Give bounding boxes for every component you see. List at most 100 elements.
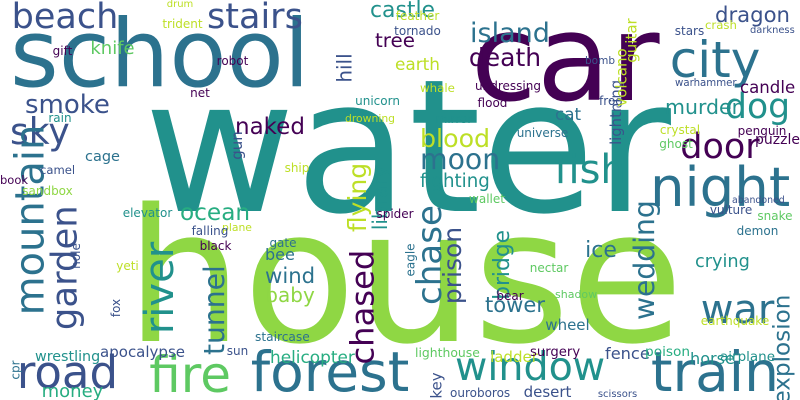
word-naked: naked <box>235 113 305 140</box>
word-door: door <box>680 127 760 167</box>
word-cat: cat <box>555 103 582 124</box>
word-elevator: elevator <box>122 206 173 220</box>
word-tree: tree <box>375 29 416 53</box>
word-guitar: guitar <box>623 17 642 63</box>
word-stars: stars <box>674 24 705 38</box>
word-prison: prison <box>438 226 468 304</box>
word-city: city <box>669 31 761 89</box>
word-black: black <box>199 239 232 253</box>
word-horse: horse <box>690 348 735 368</box>
word-undressing: undressing <box>475 79 541 93</box>
word-net: net <box>190 86 210 100</box>
word-poison: poison <box>645 343 691 360</box>
word-tunnel: tunnel <box>197 265 231 355</box>
word-wrestling: wrestling <box>35 349 101 366</box>
word-earth: earth <box>395 53 441 74</box>
word-castle: castle <box>370 0 435 24</box>
word-eagle: eagle <box>403 242 418 277</box>
word-frog: frog <box>599 94 623 108</box>
word-desert: desert <box>523 383 572 400</box>
word-key: key <box>428 371 447 399</box>
word-rain: rain <box>48 111 72 125</box>
word-lighthouse: lighthouse <box>415 345 480 361</box>
word-bee: bee <box>265 244 295 264</box>
word-sky: sky <box>10 111 70 154</box>
word-falling: falling <box>191 224 229 238</box>
word-hole: hole <box>68 242 83 269</box>
word-explosion: explosion <box>768 295 795 400</box>
word-drowning: drowning <box>345 111 396 125</box>
word-dragon: dragon <box>715 2 790 28</box>
word-abandoned: abandoned <box>732 195 785 207</box>
word-crystal: crystal <box>659 123 701 137</box>
word-trident: trident <box>162 17 203 31</box>
word-fish: fish <box>554 147 626 193</box>
word-wallet: wallet <box>469 192 505 206</box>
word-apocalypse: apocalypse <box>100 343 185 361</box>
word-moon: moon <box>420 142 501 176</box>
word-mirror: mirror <box>435 112 473 126</box>
word-crash: crash <box>705 18 737 33</box>
word-airplane: airplane <box>720 348 776 365</box>
word-feather: feather <box>395 9 440 23</box>
word-fighting: fighting <box>420 170 490 192</box>
word-sandbox: sandbox <box>22 184 73 198</box>
word-death: death <box>468 43 542 72</box>
word-candle: candle <box>740 77 796 97</box>
word-stairs: stairs <box>207 0 303 37</box>
word-money: money <box>41 381 104 400</box>
word-darkness: darkness <box>750 25 795 37</box>
word-river: river <box>136 241 183 334</box>
word-house: house <box>125 169 684 385</box>
word-ouroboros: ouroboros <box>450 385 511 400</box>
word-tornado: tornado <box>394 24 441 38</box>
word-plane: plane <box>222 220 252 234</box>
word-dog: dog <box>725 87 791 128</box>
word-earthquake: earthquake <box>700 314 770 328</box>
word-fire: fire <box>149 346 231 400</box>
word-nectar: nectar <box>529 261 569 275</box>
word-puzzle: puzzle <box>755 131 800 148</box>
word-ladder: ladder <box>490 348 538 366</box>
word-gate: gate <box>269 236 297 250</box>
word-unicorn: unicorn <box>355 94 400 108</box>
word-window: window <box>455 343 606 390</box>
word-train: train <box>650 340 779 400</box>
word-whale: whale <box>420 81 455 96</box>
word-car: car <box>470 0 660 129</box>
word-knife: knife <box>90 38 135 59</box>
word-warhammer: warhammer <box>675 77 737 89</box>
word-vulture: vulture <box>709 203 753 217</box>
word-staircase: staircase <box>255 330 310 345</box>
word-surgery: surgery <box>530 344 581 360</box>
word-ocean: ocean <box>180 198 251 226</box>
word-spider: spider <box>376 207 414 221</box>
word-wheel: wheel <box>545 316 590 334</box>
word-hill: hill <box>332 52 357 83</box>
word-cpr: cpr <box>8 360 23 380</box>
word-road: road <box>16 346 119 399</box>
word-night: night <box>650 155 791 220</box>
word-helicopter: helicopter <box>270 346 355 367</box>
word-tower: tower <box>485 292 546 318</box>
word-baby: baby <box>265 283 315 307</box>
word-flying: flying <box>342 162 372 233</box>
word-bomb: bomb <box>585 54 615 67</box>
word-penguin: penguin <box>737 124 787 138</box>
word-drum: drum <box>166 0 194 10</box>
word-ice: ice <box>585 238 617 263</box>
word-ship: ship <box>284 161 310 175</box>
word-crying: crying <box>695 252 750 273</box>
word-universe: universe <box>516 126 569 140</box>
word-smoke: smoke <box>25 90 110 120</box>
word-scissors: scissors <box>597 389 638 400</box>
word-camel: camel <box>40 163 76 178</box>
word-beach: beach <box>11 0 119 37</box>
word-school: school <box>10 0 310 110</box>
word-book: book <box>0 173 29 188</box>
word-yeti: yeti <box>116 259 139 273</box>
word-shadow: shadow <box>555 287 598 301</box>
word-robot: robot <box>216 54 249 68</box>
word-fence: fence <box>605 343 650 363</box>
